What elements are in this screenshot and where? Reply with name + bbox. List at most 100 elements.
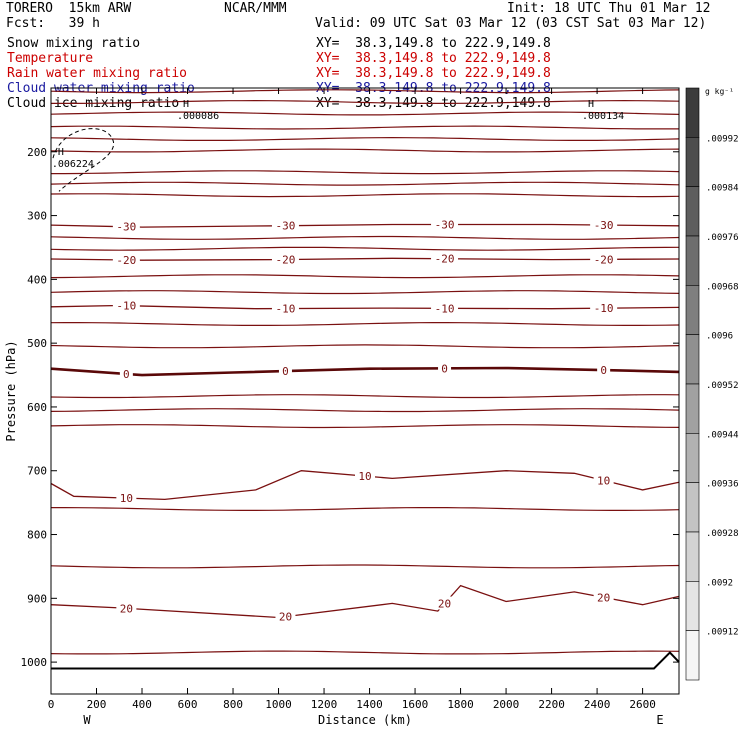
isotherm-label-bg xyxy=(593,590,614,604)
y-tick-label: 1000 xyxy=(21,656,48,669)
isotherm-label-bg xyxy=(438,361,452,375)
x-tick-label: 200 xyxy=(87,698,107,711)
isotherm-label: -20 xyxy=(435,253,455,266)
field-xy: XY= 38.3,149.8 to 222.9,149.8 xyxy=(316,36,551,51)
isotherm-line xyxy=(50,366,680,377)
isotherm-line xyxy=(50,223,680,228)
isotherm-label: 20 xyxy=(279,611,292,624)
isotherm-label-bg xyxy=(431,301,459,315)
contour-line xyxy=(50,125,679,130)
isotherm-label: 0 xyxy=(123,368,130,381)
isotherm-label-bg xyxy=(112,253,140,267)
colorbar-tick-label: .00928 xyxy=(706,529,739,539)
model-title: TORERO 15km ARW xyxy=(6,1,132,16)
colorbar-segment xyxy=(685,433,700,483)
high-value: .006224 xyxy=(52,159,94,170)
high-marker: H xyxy=(183,99,189,110)
x-tick-label: 2200 xyxy=(538,698,565,711)
x-tick-label: 2600 xyxy=(629,698,656,711)
isotherm-line xyxy=(50,304,680,310)
contour-line xyxy=(50,408,680,413)
x-axis-label: Distance (km) xyxy=(318,713,412,727)
colorbar-segment xyxy=(685,334,700,385)
plot-frame xyxy=(50,87,680,695)
contour-line xyxy=(50,322,680,326)
isotherm-label: 0 xyxy=(282,365,289,378)
high-value: .000134 xyxy=(582,111,624,122)
isotherm-label-bg xyxy=(271,301,299,315)
isotherm-label: -30 xyxy=(116,221,136,234)
isotherm-label: -10 xyxy=(594,302,614,315)
isotherm-label-bg xyxy=(116,601,137,615)
contour-line xyxy=(50,181,680,186)
y-tick-label: 400 xyxy=(27,273,47,286)
isotherm-label: -10 xyxy=(276,303,296,316)
contour-line xyxy=(50,246,680,251)
isotherm-label: -20 xyxy=(276,254,296,267)
colorbar-tick-label: .00952 xyxy=(706,381,739,391)
colorbar-segment xyxy=(685,630,700,681)
colorbar-segment xyxy=(685,137,700,187)
isotherm-label-bg xyxy=(590,301,618,315)
forecast-hour: Fcst: 39 h xyxy=(6,16,100,31)
isotherm-label: -10 xyxy=(435,302,455,315)
isotherm-label-bg xyxy=(116,491,137,505)
colorbar-segment xyxy=(685,285,700,335)
isotherm-label: -10 xyxy=(116,300,136,313)
contour-line xyxy=(50,193,680,198)
cloud-ice-contour xyxy=(52,128,115,192)
y-tick-label: 300 xyxy=(27,210,47,223)
colorbar-tick-label: .0096 xyxy=(706,332,733,342)
isotherm-label: -30 xyxy=(435,219,455,232)
contour-line xyxy=(50,89,680,94)
colorbar-unit: g kg⁻¹ xyxy=(705,87,734,96)
contour-line xyxy=(50,424,680,429)
init-time: Init: 18 UTC Thu 01 Mar 12 xyxy=(507,1,711,16)
x-tick-label: 1400 xyxy=(356,698,383,711)
colorbar-tick-label: .00968 xyxy=(706,282,739,292)
isotherm-label: -30 xyxy=(276,220,296,233)
colorbar-segment xyxy=(685,87,700,138)
contour-line xyxy=(51,170,680,175)
contour-line xyxy=(51,99,680,104)
isotherm-label: 20 xyxy=(438,598,451,611)
isotherm-label: 0 xyxy=(600,364,607,377)
colorbar-segment xyxy=(685,531,700,582)
high-marker: H xyxy=(58,147,64,158)
isotherm-label-bg xyxy=(590,218,618,232)
isotherm-label-bg xyxy=(271,218,299,232)
isotherm-label: 10 xyxy=(358,470,371,483)
contour-line xyxy=(50,394,680,399)
isotherm-label-bg xyxy=(112,219,140,233)
center-title: NCAR/MMM xyxy=(224,1,287,16)
isotherm-label: 20 xyxy=(120,602,133,615)
field-label: Rain water mixing ratio xyxy=(7,66,188,81)
isotherm-label: -20 xyxy=(594,253,614,266)
y-tick-label: 200 xyxy=(27,146,47,159)
contour-line xyxy=(50,650,680,655)
colorbar-tick-label: .00936 xyxy=(706,480,739,490)
isotherm-label: 20 xyxy=(597,591,610,604)
isotherm-label: -30 xyxy=(594,219,614,232)
y-tick-label: 900 xyxy=(27,592,47,605)
colorbar-segment xyxy=(685,383,700,434)
y-tick-label: 800 xyxy=(27,529,47,542)
x-tick-label: 600 xyxy=(178,698,198,711)
contour-line xyxy=(50,235,680,240)
field-xy: XY= 38.3,149.8 to 222.9,149.8 xyxy=(316,66,551,81)
contour-line xyxy=(50,136,680,141)
contour-line xyxy=(50,564,680,569)
isotherm-label-bg xyxy=(275,609,296,623)
isotherm-label-bg xyxy=(434,596,455,610)
contour-line xyxy=(50,148,680,153)
isotherm-label-bg xyxy=(278,364,292,378)
x-end-label-west: W xyxy=(83,713,91,727)
isotherm-label-bg xyxy=(431,217,459,231)
high-marker: H xyxy=(588,99,594,110)
x-tick-label: 2000 xyxy=(493,698,520,711)
isotherm-label: 0 xyxy=(441,362,448,375)
isotherm-label-bg xyxy=(355,469,375,483)
isotherm-label-bg xyxy=(431,251,459,265)
isotherm-line xyxy=(50,584,680,619)
